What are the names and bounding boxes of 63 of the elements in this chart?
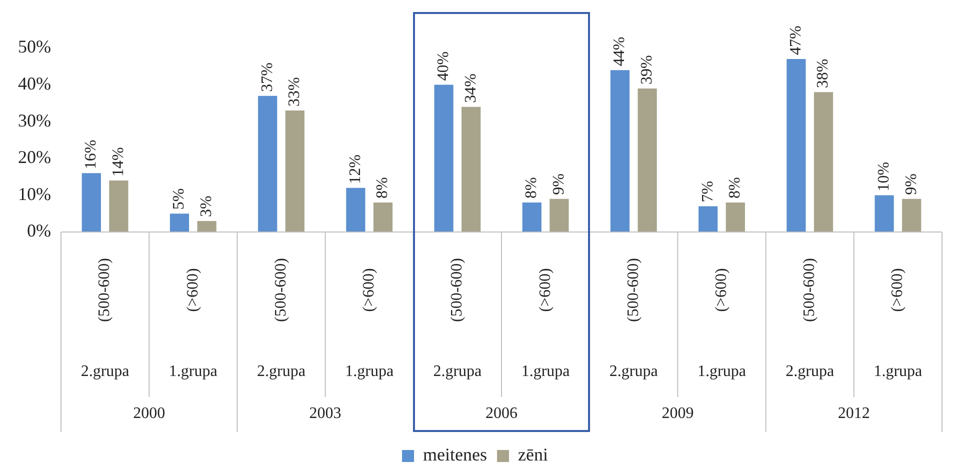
category-label: (500-600) 2.grupa [257, 258, 306, 380]
data-label: 8% [374, 177, 392, 199]
bar [373, 202, 393, 232]
bar [698, 206, 718, 232]
bar [874, 195, 894, 232]
bar [170, 214, 190, 232]
data-label: 47% [787, 26, 804, 56]
category-label: (>600) 1.grupa [521, 268, 570, 380]
bar [902, 198, 922, 232]
bar [522, 202, 542, 232]
data-label: 34% [462, 74, 480, 103]
text: 2009 [662, 405, 694, 422]
data-label: 44% [611, 36, 628, 66]
data-label: 9% [550, 174, 568, 195]
category-label: (500-600) 2.grupa [433, 258, 482, 380]
category-label: (500-600) 2.grupa [80, 258, 130, 380]
category-label: (>600) 1.grupa [874, 268, 922, 380]
legend-label: meitenes [423, 444, 488, 465]
bar [786, 59, 806, 232]
y-tick-label: 0% [26, 220, 51, 241]
data-label: 38% [814, 58, 832, 88]
category-label: (>600) 1.grupa [345, 268, 394, 380]
data-label: 10% [875, 162, 892, 192]
data-label: 33% [286, 77, 304, 107]
bar [82, 173, 101, 232]
text: 2000 [133, 405, 166, 422]
legend-label: zēni [518, 444, 548, 465]
data-label: 39% [638, 55, 656, 84]
data-label: 8% [523, 177, 540, 199]
data-label: 8% [726, 177, 744, 199]
text: 2006 [485, 405, 518, 422]
bar [197, 220, 216, 232]
bar [434, 84, 454, 232]
data-label: 3% [198, 196, 216, 217]
data-label: 40% [434, 51, 452, 81]
bar [285, 110, 304, 232]
data-label: 9% [902, 174, 920, 195]
category-label: (500-600) 2.grupa [609, 258, 658, 380]
y-tick-label: 40% [18, 74, 51, 94]
bar [462, 106, 481, 232]
text: 2003 [309, 405, 342, 422]
y-tick-label: 50% [18, 36, 51, 57]
data-label: 16% [82, 140, 100, 170]
text: 2012 [838, 405, 870, 422]
data-label: 12% [346, 154, 364, 184]
data-label: 37% [258, 62, 276, 92]
bar [610, 70, 630, 232]
bar [638, 88, 657, 232]
bar [726, 202, 745, 232]
bar [550, 198, 569, 232]
category-label: (>600) 1.grupa [698, 268, 746, 380]
y-tick-label: 10% [18, 184, 51, 204]
bar [346, 188, 366, 232]
data-label: 14% [110, 147, 127, 176]
data-label: 5% [170, 188, 188, 210]
data-label: 7% [699, 180, 716, 202]
y-tick-label: 20% [18, 147, 51, 168]
bar [814, 92, 834, 232]
y-tick-label: 30% [18, 110, 51, 130]
category-label: (500-600) 2.grupa [786, 258, 834, 380]
category-label: (>600) 1.grupa [168, 268, 218, 380]
bar [258, 96, 278, 232]
bar [109, 180, 128, 232]
